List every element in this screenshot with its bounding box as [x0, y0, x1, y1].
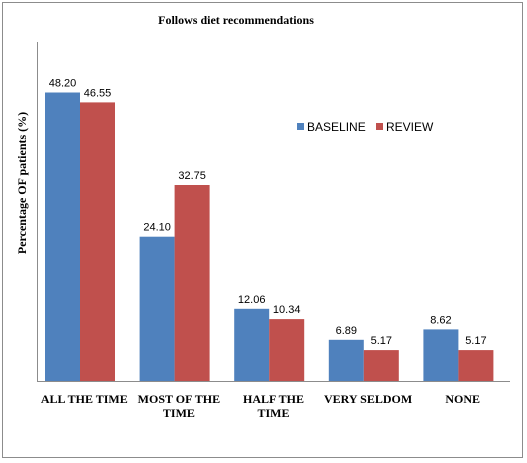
bars-group: [45, 92, 494, 382]
data-label-baseline-1: 24.10: [143, 222, 171, 234]
bar-baseline-3: [328, 339, 364, 381]
data-label-review-0: 46.55: [84, 87, 112, 99]
bar-review-1: [174, 185, 210, 381]
chart-title: Follows diet recommendations: [158, 13, 314, 27]
data-label-review-4: 5.17: [465, 335, 486, 347]
bar-review-3: [363, 350, 399, 381]
data-labels-group: 48.20 46.55 24.10 32.75 12.06 10.34 6.89 5.17 8.…: [49, 78, 487, 348]
category-label-4: NONE: [445, 392, 480, 406]
legend-label-review: REVIEW: [386, 120, 434, 134]
category-label-0: ALL THE TIME: [41, 392, 128, 406]
category-label-3: VERY SELDOM: [324, 392, 412, 406]
data-label-baseline-4: 8.62: [430, 314, 451, 326]
bar-review-4: [458, 350, 494, 381]
legend-swatch-review: [376, 123, 383, 130]
data-label-baseline-2: 12.06: [238, 294, 266, 306]
bar-baseline-0: [45, 92, 80, 381]
data-label-baseline-0: 48.20: [49, 78, 77, 90]
bar-review-2: [269, 319, 305, 381]
bar-baseline-2: [234, 308, 270, 381]
category-label-1: MOST OF THE TIME: [138, 392, 220, 420]
bar-baseline-1: [139, 236, 175, 381]
bar-review-0: [80, 102, 115, 382]
category-label-2: HALF THE TIME: [243, 392, 304, 420]
legend-swatch-baseline: [297, 123, 304, 130]
bar-baseline-4: [423, 329, 459, 381]
category-labels-group: ALL THE TIME MOST OF THE TIME HALF THE TIME V…: [41, 392, 480, 420]
legend: BASELINE REVIEW: [297, 120, 434, 134]
data-label-review-3: 5.17: [371, 335, 392, 347]
data-label-review-1: 32.75: [178, 170, 206, 182]
data-label-review-2: 10.34: [273, 304, 301, 316]
legend-label-baseline: BASELINE: [307, 120, 366, 134]
y-axis-label: Percentage OF patients (%): [15, 112, 29, 254]
data-label-baseline-3: 6.89: [336, 325, 357, 337]
